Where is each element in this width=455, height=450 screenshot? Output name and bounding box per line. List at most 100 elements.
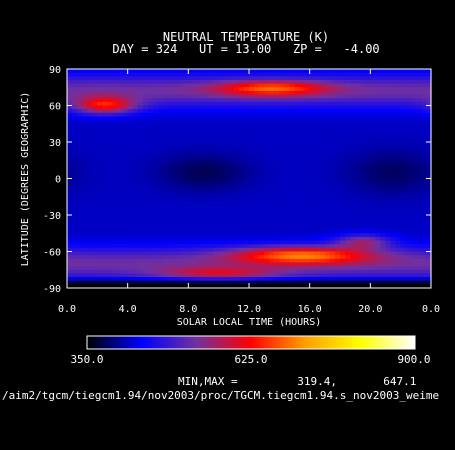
heatmap-cell [395,277,402,282]
heatmap-cell [319,258,326,264]
heatmap-cell [334,152,341,158]
heatmap-cell [102,244,109,249]
heatmap-cell [92,222,98,227]
heatmap-cell [385,236,392,242]
heatmap-cell [365,69,371,74]
heatmap-cell [168,152,174,158]
heatmap-cell [87,277,93,282]
heatmap-cell [67,244,73,249]
heatmap-cell [340,131,346,136]
heatmap-cell [400,69,407,74]
heatmap-cell [238,83,245,88]
heatmap-cell [72,112,78,118]
heatmap-cell [132,193,139,198]
heatmap-cell [324,76,331,81]
heatmap-cell [158,196,164,201]
heatmap-cell [385,244,392,249]
heatmap-cell [208,182,215,187]
heatmap-cell [289,142,296,147]
heatmap-cell [274,240,280,245]
heatmap-cell [355,174,361,180]
heatmap-cell [87,211,93,216]
heatmap-cell [183,229,189,234]
heatmap-cell [218,101,225,107]
heatmap-cell [87,145,93,150]
heatmap-cell [319,236,326,242]
heatmap-cell [299,211,306,216]
heatmap-cell [360,178,366,183]
heatmap-cell [87,142,93,147]
heatmap-cell [213,215,220,220]
heatmap-cell [370,273,376,278]
heatmap-cell [218,160,225,165]
heatmap-cell [385,207,392,212]
heatmap-cell [137,167,144,172]
heatmap-cell [183,236,189,242]
heatmap-cell [304,138,311,143]
heatmap-cell [304,218,311,223]
heatmap-cell [365,185,371,191]
heatmap-cell [294,185,301,191]
heatmap-cell [269,247,275,253]
heatmap-cell [340,120,346,125]
heatmap-cell [228,138,235,143]
heatmap-cell [163,233,169,238]
heatmap-cell [142,182,149,187]
heatmap-cell [355,116,361,121]
heatmap-cell [67,196,73,201]
heatmap-cell [274,105,280,110]
heatmap-cell [152,83,159,88]
heatmap-cell [375,171,382,176]
heatmap-cell [254,145,260,150]
heatmap-cell [274,142,280,147]
heatmap-cell [188,142,194,147]
heatmap-cell [385,101,392,107]
heatmap-cell [213,83,220,88]
heatmap-cell [274,109,280,114]
heatmap-cell [345,236,351,242]
heatmap-cell [415,200,422,205]
heatmap-cell [193,233,200,238]
heatmap-cell [410,211,417,216]
heatmap-cell [375,196,382,201]
heatmap-cell [198,196,205,201]
heatmap-cell [264,94,270,99]
heatmap-cell [360,109,366,114]
heatmap-cell [203,109,210,114]
heatmap-cell [299,90,306,96]
heatmap-cell [385,185,392,191]
heatmap-cell [324,142,331,147]
heatmap-cell [188,266,194,271]
heatmap-cell [370,83,376,88]
heatmap-cell [142,79,149,85]
heatmap-cell [82,123,88,128]
heatmap-cell [193,211,200,216]
heatmap-cell [375,215,382,220]
heatmap-cell [147,83,154,88]
heatmap-cell [117,123,124,128]
heatmap-cell [279,222,285,227]
heatmap-cell [97,189,103,194]
heatmap-cell [188,200,194,205]
heatmap-cell [233,156,240,161]
heatmap-cell [405,98,412,103]
heatmap-cell [319,160,326,165]
heatmap-cell [425,142,432,147]
heatmap-cell [405,160,412,165]
heatmap-cell [173,233,179,238]
heatmap-cell [380,109,387,114]
heatmap-cell [178,266,184,271]
heatmap-cell [238,171,245,176]
heatmap-cell [345,90,351,96]
heatmap-cell [218,258,225,264]
heatmap-cell [375,218,382,223]
heatmap-cell [405,105,412,110]
heatmap-cell [158,152,164,158]
heatmap-cell [208,269,215,274]
heatmap-cell [107,258,114,264]
heatmap-cell [395,134,402,139]
heatmap-cell [208,240,215,245]
heatmap-cell [319,211,326,216]
heatmap-cell [360,229,366,234]
heatmap-cell [137,171,144,176]
